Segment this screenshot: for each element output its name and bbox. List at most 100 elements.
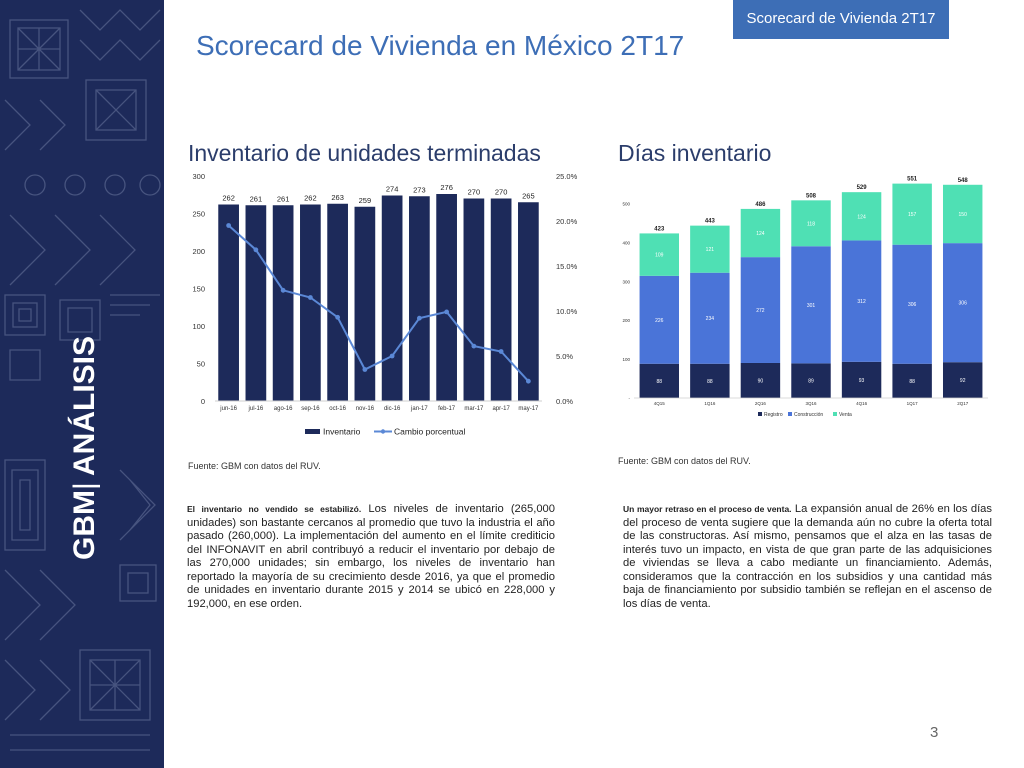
bar-inventario — [245, 205, 267, 401]
segment-value-label: 88 — [909, 379, 915, 385]
bar-inventario — [463, 198, 485, 401]
section-title-dias-inventario: Días inventario — [618, 140, 772, 166]
inventory-paragraph-body: Los niveles de inventario (265,000 unida… — [187, 503, 555, 610]
y-tick-label: 500 — [622, 201, 630, 206]
chart2-source: Fuente: GBM con datos del RUV. — [618, 456, 751, 466]
page-number: 3 — [930, 724, 939, 741]
segment-value-label: 92 — [960, 378, 966, 384]
bar-total-label: 551 — [907, 177, 918, 183]
bar-segment-venta — [841, 192, 882, 241]
bar-inventario — [272, 205, 294, 401]
legend-swatch-construccin — [788, 412, 792, 416]
bar-segment-venta — [791, 200, 831, 247]
x-tick-label: oct-16 — [329, 406, 346, 412]
chart1-source: Fuente: GBM con datos del RUV. — [188, 461, 321, 471]
bar-segment-construccin — [892, 244, 932, 364]
legend-swatch-inventario — [305, 429, 320, 434]
y-tick-label: 300 — [192, 172, 205, 181]
bar-segment-venta — [740, 208, 781, 258]
bar-total-label: 548 — [958, 178, 969, 184]
bar-value-label: 262 — [222, 194, 235, 203]
bar-inventario — [300, 204, 321, 401]
days-paragraph-lead: Un mayor retraso en el proceso de venta. — [623, 504, 792, 514]
bar-inventario — [436, 194, 457, 401]
segment-value-label: 109 — [655, 253, 664, 259]
bar-value-label: 265 — [522, 191, 535, 200]
y2-tick-label: 20.0% — [556, 217, 578, 226]
legend-swatch-registro — [758, 412, 762, 416]
bar-total-label: 486 — [755, 202, 766, 208]
bar-segment-registro — [639, 363, 680, 398]
bar-segment-construccin — [841, 240, 882, 362]
y-tick-label: - — [629, 396, 631, 401]
x-tick-label: jul-16 — [248, 406, 264, 412]
segment-value-label: 234 — [706, 316, 715, 322]
bar-inventario — [409, 196, 430, 401]
bar-inventario — [218, 204, 239, 401]
segment-value-label: 88 — [657, 379, 663, 385]
bar-segment-registro — [740, 362, 781, 398]
segment-value-label: 301 — [807, 303, 816, 309]
point-cambio-porcentual — [226, 223, 232, 228]
gbm-analisis-logo: GBM | ANÁLISIS — [67, 336, 101, 560]
segment-value-label: 157 — [908, 212, 917, 218]
logo-gbm: GBM — [68, 490, 101, 560]
y-tick-label: 50 — [197, 360, 205, 369]
bar-value-label: 259 — [359, 196, 372, 205]
x-tick-label: 2Q17 — [957, 401, 969, 406]
point-cambio-porcentual — [335, 314, 341, 320]
y-tick-label: 250 — [192, 210, 205, 219]
point-cambio-porcentual — [362, 367, 368, 372]
bar-segment-registro — [892, 363, 932, 398]
bar-segment-registro — [690, 363, 730, 398]
logo-analisis: ANÁLISIS — [67, 336, 101, 476]
section-title-inventario: Inventario de unidades terminadas — [188, 140, 541, 166]
point-cambio-porcentual — [498, 349, 504, 354]
sidebar: GBM | ANÁLISIS — [0, 0, 164, 768]
point-cambio-porcentual — [253, 247, 259, 253]
days-paragraph-body: La expansión anual de 26% en los días de… — [623, 503, 992, 610]
x-tick-label: 3Q16 — [805, 401, 817, 406]
segment-value-label: 124 — [756, 231, 765, 237]
point-cambio-porcentual — [444, 309, 450, 315]
bar-segment-construccin — [639, 275, 680, 364]
segment-value-label: 306 — [959, 301, 968, 307]
y-tick-label: 100 — [622, 357, 630, 362]
bar-value-label: 263 — [331, 193, 344, 202]
bar-total-label: 423 — [654, 226, 665, 232]
bar-inventario — [381, 195, 403, 401]
bar-value-label: 270 — [495, 188, 508, 197]
bar-value-label: 273 — [413, 185, 426, 194]
bar-segment-construccin — [690, 272, 730, 364]
bar-inventario — [354, 206, 376, 401]
y-tick-label: 200 — [192, 247, 205, 256]
inventory-paragraph-lead: El inventario no vendido se estabilizó. — [187, 504, 362, 514]
decorative-pattern — [4, 9, 161, 751]
segment-value-label: 124 — [857, 214, 866, 220]
segment-value-label: 89 — [808, 379, 814, 385]
y-tick-label: 400 — [622, 240, 630, 245]
bar-value-label: 276 — [440, 183, 453, 192]
svg-text:|: | — [68, 482, 101, 490]
line-cambio-porcentual — [227, 224, 530, 382]
segment-value-label: 93 — [859, 378, 865, 384]
legend-label: Venta — [839, 412, 852, 418]
point-cambio-porcentual — [525, 378, 531, 384]
bar-inventario — [518, 202, 539, 401]
bar-total-label: 443 — [705, 219, 716, 225]
y2-tick-label: 25.0% — [556, 172, 578, 181]
x-tick-label: 4Q15 — [654, 401, 666, 406]
bar-value-label: 261 — [250, 194, 263, 203]
bar-segment-registro — [841, 361, 882, 398]
y-tick-label: 300 — [622, 279, 630, 284]
x-tick-label: jan-17 — [410, 406, 428, 412]
y2-tick-label: 15.0% — [556, 262, 578, 271]
bar-segment-venta — [892, 183, 932, 245]
legend-label: Registro — [764, 412, 783, 418]
x-tick-label: dic-16 — [384, 406, 401, 412]
bar-segment-construccin — [740, 257, 781, 363]
y-tick-label: 200 — [622, 318, 630, 323]
bar-inventario — [490, 198, 512, 401]
days-paragraph: Un mayor retraso en el proceso de venta.… — [623, 503, 992, 611]
x-tick-label: sep-16 — [301, 406, 320, 412]
